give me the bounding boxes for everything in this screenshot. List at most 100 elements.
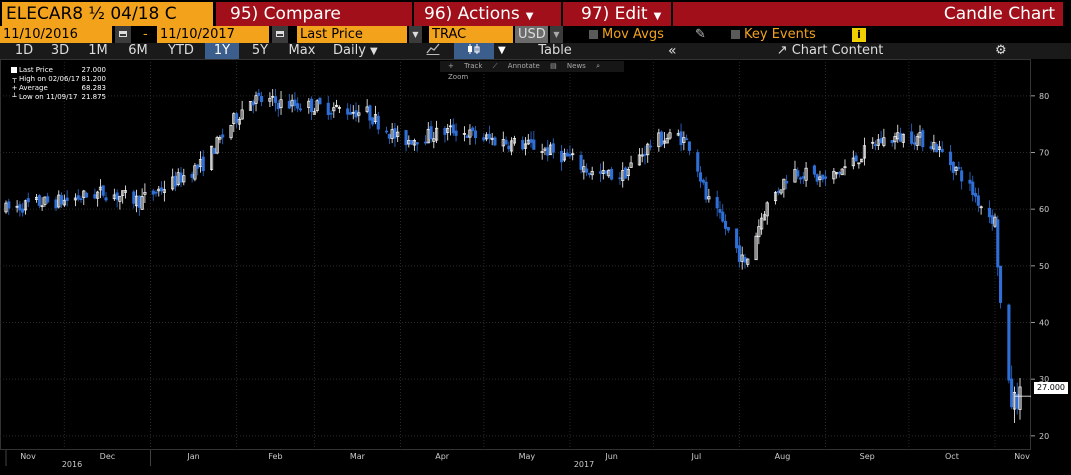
track-tool[interactable]: + Track [448, 62, 483, 70]
candle-body [371, 117, 375, 125]
candle-body [532, 139, 536, 150]
candle-body [260, 95, 264, 102]
chevron-down-icon[interactable]: ▼ [550, 26, 563, 43]
candle-body [571, 153, 575, 156]
candle-body [910, 131, 914, 144]
candle-body [240, 109, 244, 120]
candle-body [585, 168, 589, 173]
candle-body [854, 155, 858, 162]
candle-body [121, 190, 125, 196]
candle-body [429, 126, 433, 140]
range-6m[interactable]: 6M [128, 43, 148, 58]
candle-body [465, 135, 469, 138]
candle-body [618, 177, 622, 180]
candle-body [1010, 378, 1014, 408]
candle-body [293, 99, 297, 106]
candle-body [65, 197, 69, 202]
candle-body [862, 145, 866, 159]
candle-body [996, 219, 1000, 268]
mov-avgs-checkbox[interactable] [589, 30, 598, 39]
candle-body [482, 137, 486, 141]
x-tick-label: May [519, 452, 536, 461]
candle-body [376, 115, 380, 130]
compare-button[interactable]: 95) Compare [216, 2, 412, 26]
legend-average: + Average 68.283 [10, 84, 106, 93]
collapse-icon[interactable]: « [668, 43, 677, 59]
candle-body [526, 139, 530, 145]
candle-body [876, 139, 880, 146]
news-tool[interactable]: ▤ News [550, 62, 586, 70]
legend-high: ┬ High on 02/06/17 81.200 [10, 75, 106, 84]
candle-body [98, 186, 103, 191]
annotate-tool[interactable]: ⟋ Annotate [492, 62, 540, 70]
candle-body [696, 152, 700, 172]
legend-low: ┴ Low on 11/09/17 21.875 [10, 93, 106, 102]
actions-label: 96) Actions [424, 4, 520, 24]
key-events-checkbox[interactable] [731, 30, 740, 39]
pencil-icon[interactable]: ✎ [695, 27, 706, 42]
line-chart-icon[interactable] [420, 43, 446, 59]
calendar-icon[interactable] [115, 26, 131, 43]
candle-body [562, 153, 566, 161]
candle-body [512, 137, 516, 144]
page-title: Candle Chart [673, 2, 1063, 26]
candle-body [1007, 304, 1011, 381]
candle-body [485, 134, 489, 140]
news-label: News [566, 62, 586, 70]
edit-button[interactable]: 97) Edit ▼ [563, 2, 671, 26]
candle-body [173, 175, 178, 187]
date-range-separator: - [143, 27, 148, 42]
range-5y[interactable]: 5Y [251, 43, 269, 58]
x-tick-label: Mar [350, 452, 366, 461]
candle-body [546, 147, 550, 156]
range-1d[interactable]: 1D [14, 43, 34, 58]
candle-body [310, 98, 314, 112]
candle-body [682, 137, 686, 143]
candle-body [387, 133, 391, 139]
candle-body [490, 137, 494, 140]
range-3d[interactable]: 3D [50, 43, 70, 58]
end-date-field[interactable]: 11/10/2017 [157, 26, 269, 43]
candle-body [976, 195, 980, 206]
calendar-icon[interactable] [272, 26, 288, 43]
range-1y[interactable]: 1Y [205, 43, 239, 59]
price-field-select[interactable]: Last Price [297, 26, 407, 43]
range-1m[interactable]: 1M [88, 43, 108, 58]
actions-button[interactable]: 96) Actions ▼ [414, 2, 561, 26]
info-icon[interactable]: i [852, 28, 866, 42]
candle-body [157, 188, 161, 192]
candle-body [23, 200, 27, 211]
chevron-down-icon[interactable]: ▼ [498, 45, 506, 56]
candle-body [529, 139, 533, 143]
zoom-tool[interactable]: ⌕ Zoom [448, 62, 600, 81]
gear-icon[interactable]: ⚙ [995, 43, 1007, 58]
source-field[interactable]: TRAC [429, 26, 513, 43]
table-button[interactable]: Table [538, 43, 572, 58]
candle-body [454, 130, 458, 136]
ticker-field[interactable]: ELECAR8 ½ 04/18 C [2, 2, 213, 26]
x-year-label: 2017 [574, 460, 594, 469]
currency-field[interactable]: USD [515, 26, 548, 43]
chart-content-button[interactable]: ↗ Chart Content [740, 43, 920, 59]
x-tick-label: Nov [20, 452, 36, 461]
candle-body [493, 137, 497, 146]
candle-body [648, 145, 653, 148]
candle-body [832, 170, 836, 180]
start-date-field[interactable]: 11/10/2016 [0, 26, 112, 43]
chart-content-icon: ↗ [776, 43, 788, 58]
candle-body [754, 235, 758, 261]
candle-body [18, 204, 22, 211]
candle-body [412, 140, 416, 146]
frequency-select[interactable]: Daily ▼ [327, 43, 397, 59]
range-ytd[interactable]: YTD [168, 43, 194, 58]
candle-body [912, 142, 916, 145]
candle-body [896, 132, 900, 140]
candle-body [46, 196, 50, 203]
candle-body [215, 137, 219, 154]
candle-body [715, 197, 719, 209]
chevron-down-icon[interactable]: ▼ [409, 26, 422, 43]
range-max[interactable]: Max [288, 43, 316, 58]
candle-chart-icon[interactable] [454, 43, 494, 59]
candle-body [271, 95, 275, 98]
y-tick-label: 70 [1039, 149, 1049, 158]
